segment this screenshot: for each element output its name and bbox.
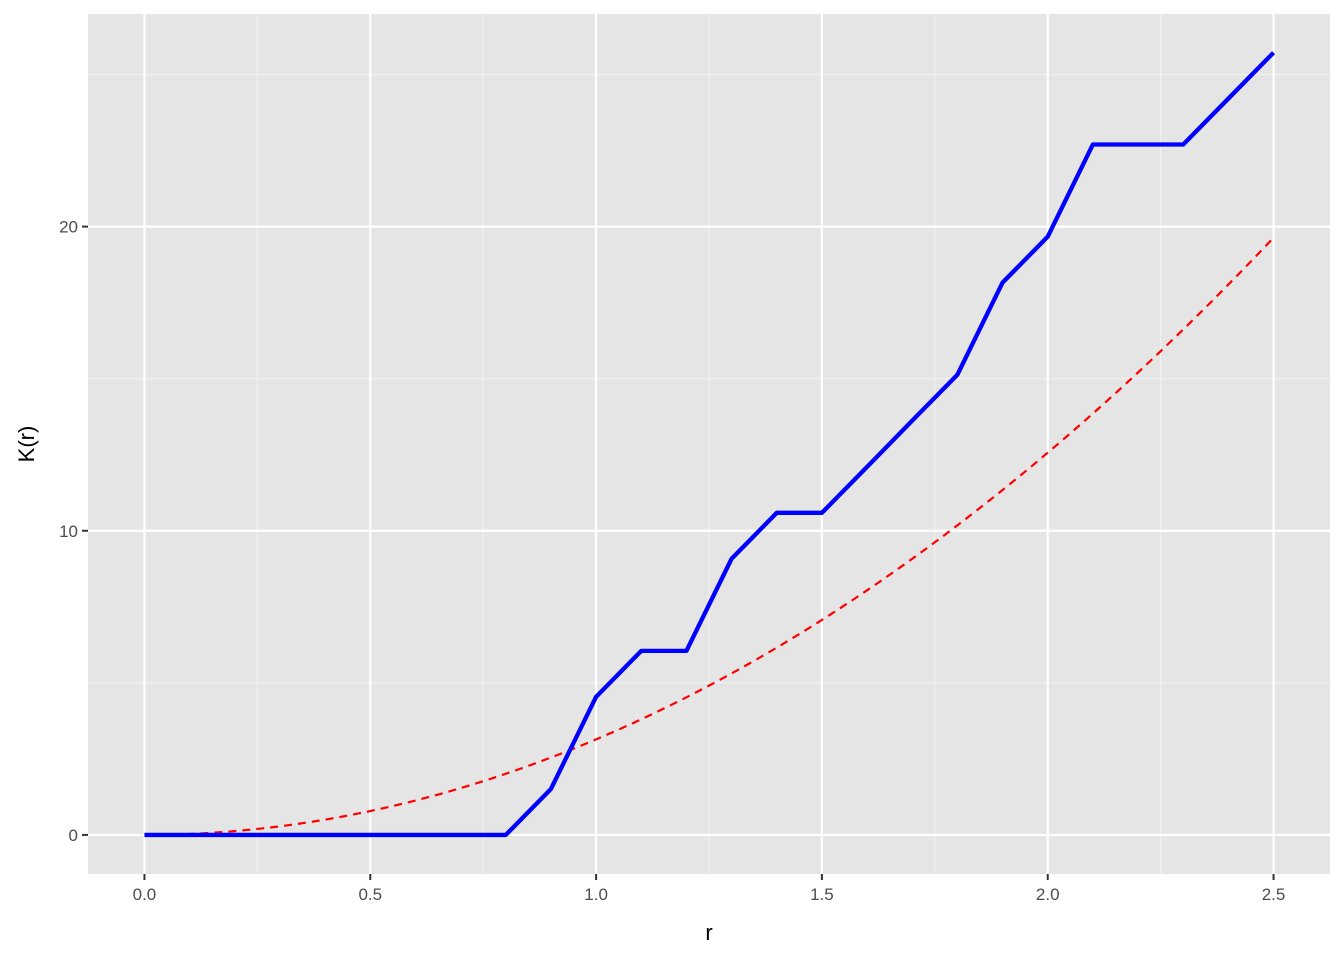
y-tick-label: 0: [69, 826, 78, 845]
series-layer: [144, 51, 1276, 838]
grid-lines: [88, 14, 1330, 874]
y-tick-label: 20: [59, 218, 78, 237]
y-axis-label: K(r): [14, 426, 39, 463]
x-tick-label: 2.5: [1262, 885, 1286, 904]
x-tick-label: 0.0: [133, 885, 157, 904]
x-tick-label: 1.5: [810, 885, 834, 904]
x-tick-label: 1.0: [584, 885, 608, 904]
theoretical-line: [144, 236, 1275, 837]
x-tick-label: 0.5: [358, 885, 382, 904]
y-tick-label: 10: [59, 522, 78, 541]
x-axis-label: r: [705, 920, 712, 945]
observed-line: [144, 51, 1276, 838]
x-axis: 0.0 0.5 1.0 1.5 2.0 2.5: [133, 874, 1286, 904]
y-axis: 0 10 20: [59, 218, 88, 845]
x-tick-label: 2.0: [1036, 885, 1060, 904]
